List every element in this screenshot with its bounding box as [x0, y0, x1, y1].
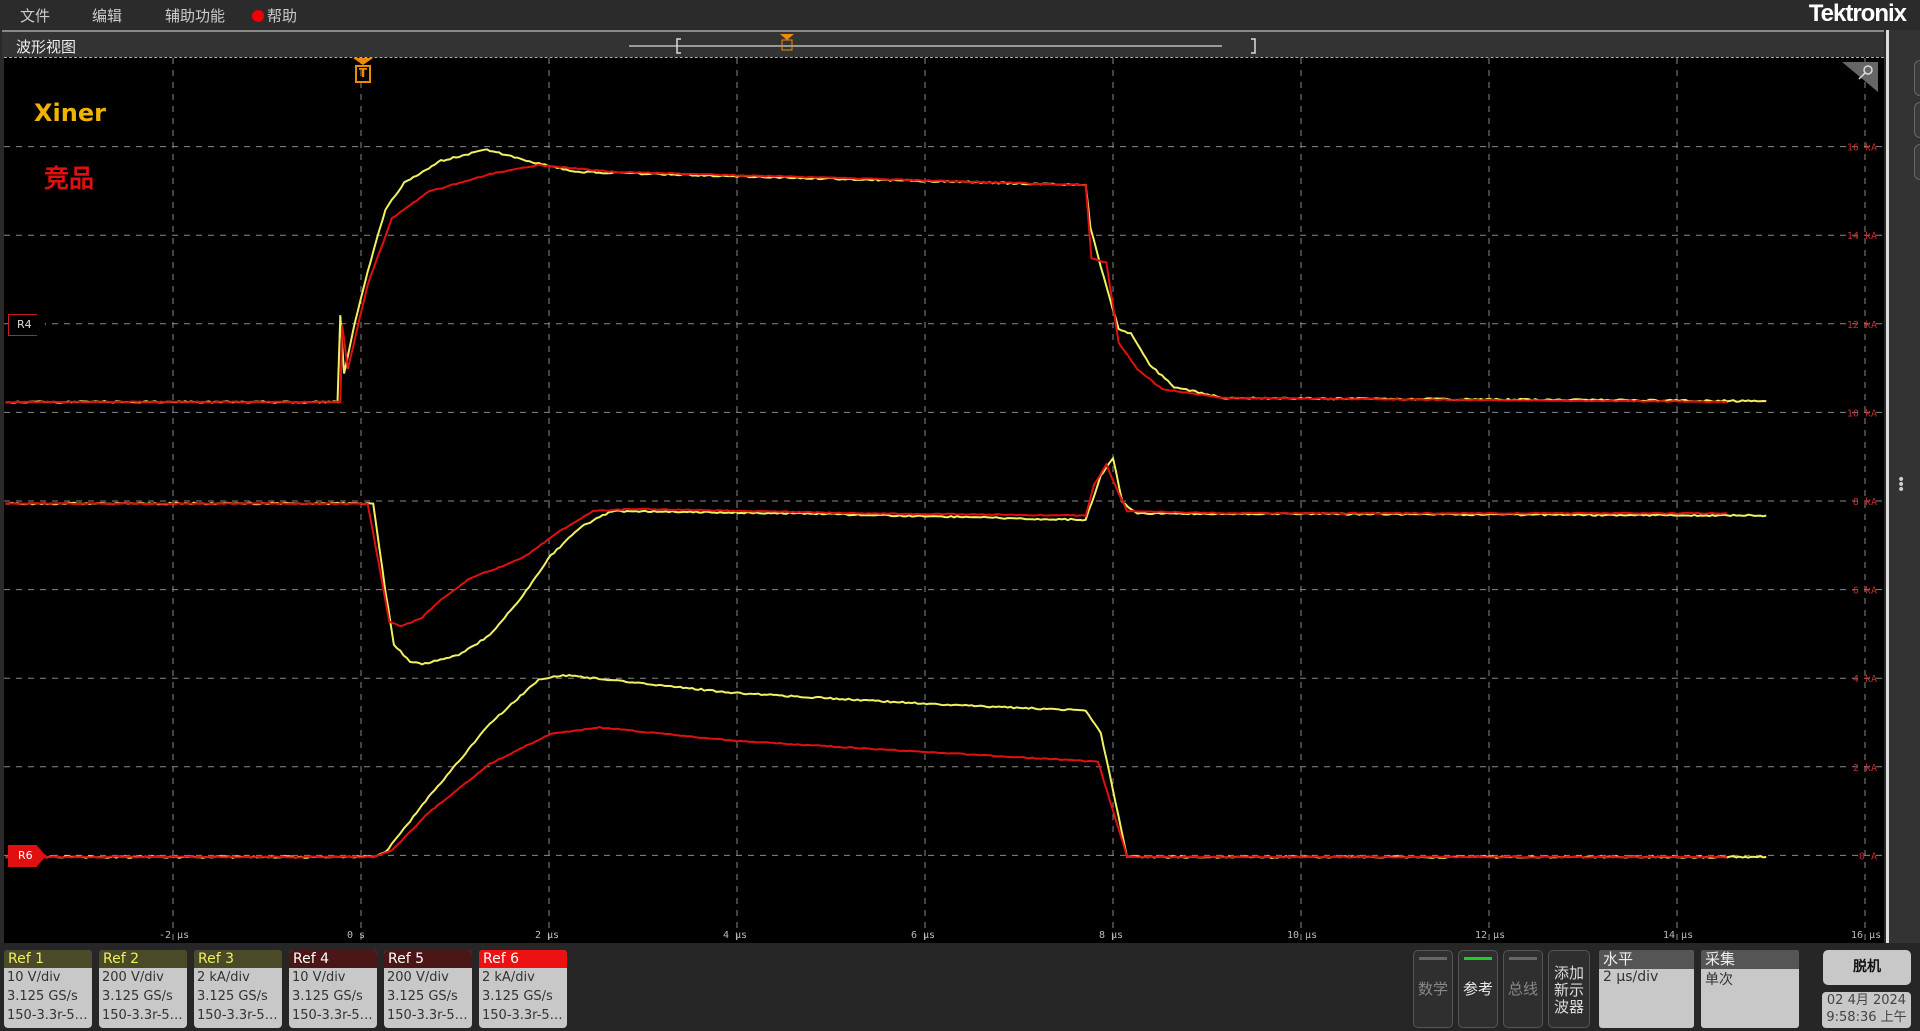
sidebar-handle-icon[interactable]: • • • — [1897, 478, 1905, 493]
ref-source: 150-3.3r-5… — [384, 1006, 472, 1025]
acquire-mode: 单次 — [1701, 969, 1799, 989]
trigger-marker[interactable]: T — [350, 58, 376, 88]
y-tick-label: 0 A — [1859, 851, 1877, 862]
add-scope-button[interactable]: 添加新示波器 — [1548, 950, 1590, 1028]
trace-ref-2 — [6, 458, 1767, 664]
ref-scale: 10 V/div — [289, 968, 377, 987]
y-tick-label: 14 kA — [1847, 231, 1877, 242]
ref-source: 150-3.3r-5… — [4, 1006, 92, 1025]
side-button-2[interactable] — [1914, 102, 1920, 138]
ref-scale: 10 V/div — [4, 968, 92, 987]
waveform-view-header: 波形视图 — [2, 30, 1884, 58]
trace-ref-1 — [6, 149, 1767, 402]
x-tick-label: 14 µs — [1663, 930, 1693, 941]
date: 02 4月 2024 — [1822, 992, 1911, 1009]
ref-scale: 2 kA/div — [479, 968, 567, 987]
label-xiner: Xiner — [34, 99, 106, 127]
settings-bar: Ref 1 10 V/div 3.125 GS/s 150-3.3r-5… Ref… — [0, 943, 1920, 1031]
time: 9:58:36 上午 — [1822, 1009, 1911, 1026]
menu-edit[interactable]: 编辑 — [92, 5, 122, 26]
math-button[interactable]: 数学 — [1413, 950, 1453, 1028]
x-tick-label: 0 s — [347, 930, 365, 941]
y-tick-label: 8 kA — [1853, 497, 1877, 508]
x-tick-label: -2 µs — [159, 930, 189, 941]
menu-utility[interactable]: 辅助功能 — [165, 5, 225, 26]
menu-help-label: 帮助 — [267, 7, 297, 25]
ref-source: 150-3.3r-5… — [479, 1006, 567, 1025]
bus-label: 总线 — [1504, 978, 1542, 999]
trace-ref-4 — [6, 165, 1727, 403]
ref-button[interactable]: 参考 — [1458, 950, 1498, 1028]
bus-button[interactable]: 总线 — [1503, 950, 1543, 1028]
ref-scale: 2 kA/div — [194, 968, 282, 987]
ref-label: 参考 — [1459, 978, 1497, 999]
ref-name: Ref 3 — [194, 950, 282, 968]
ref-source: 150-3.3r-5… — [99, 1006, 187, 1025]
menu-bar: 文件 编辑 辅助功能 帮助 Tektronix — [0, 0, 1920, 28]
trigger-label: T — [359, 66, 367, 80]
record-overview[interactable] — [2, 32, 1884, 60]
ref-sample-rate: 3.125 GS/s — [479, 987, 567, 1006]
y-tick-label: 16 kA — [1847, 143, 1877, 154]
record-dot-icon — [252, 10, 264, 22]
ref-name: Ref 5 — [384, 950, 472, 968]
right-sidebar: • • • — [1886, 30, 1920, 943]
ref-source: 150-3.3r-5… — [289, 1006, 377, 1025]
zoom-corner-icon[interactable] — [1842, 62, 1878, 92]
x-tick-label: 6 µs — [911, 930, 935, 941]
trace-ref-6 — [6, 727, 1727, 857]
ref-name: Ref 2 — [99, 950, 187, 968]
y-tick-label: 12 kA — [1847, 320, 1877, 331]
ref-sample-rate: 3.125 GS/s — [289, 987, 377, 1006]
x-tick-label: 2 µs — [535, 930, 559, 941]
datetime: 02 4月 2024 9:58:36 上午 — [1822, 992, 1911, 1028]
ref-sample-rate: 3.125 GS/s — [4, 987, 92, 1006]
acquire-badge[interactable]: 采集 单次 — [1701, 950, 1799, 1028]
y-tick-label: 10 kA — [1847, 408, 1877, 419]
side-button-3[interactable] — [1914, 144, 1920, 180]
label-competitor: 竞品 — [44, 159, 94, 195]
y-tick-label: 6 kA — [1853, 586, 1877, 597]
y-tick-label: 4 kA — [1853, 674, 1877, 685]
offline-button[interactable]: 脱机 — [1823, 950, 1911, 985]
menu-file[interactable]: 文件 — [20, 5, 50, 26]
ref-scale: 200 V/div — [384, 968, 472, 987]
ref-sample-rate: 3.125 GS/s — [384, 987, 472, 1006]
side-button-1[interactable] — [1914, 60, 1920, 96]
ref-badge-5[interactable]: Ref 5 200 V/div 3.125 GS/s 150-3.3r-5… — [384, 950, 472, 1028]
ref-name: Ref 4 — [289, 950, 377, 968]
y-tick-label: 2 kA — [1853, 763, 1877, 774]
ref-badge-4[interactable]: Ref 4 10 V/div 3.125 GS/s 150-3.3r-5… — [289, 950, 377, 1028]
ref-badge-3[interactable]: Ref 3 2 kA/div 3.125 GS/s 150-3.3r-5… — [194, 950, 282, 1028]
x-tick-label: 4 µs — [723, 930, 747, 941]
ref-badge-6[interactable]: Ref 6 2 kA/div 3.125 GS/s 150-3.3r-5… — [479, 950, 567, 1028]
math-label: 数学 — [1414, 978, 1452, 999]
horizontal-scale: 2 µs/div — [1599, 969, 1694, 985]
tektronix-logo: Tektronix — [1809, 0, 1906, 28]
ref-name: Ref 1 — [4, 950, 92, 968]
x-tick-label: 8 µs — [1099, 930, 1123, 941]
ref-badge-2[interactable]: Ref 2 200 V/div 3.125 GS/s 150-3.3r-5… — [99, 950, 187, 1028]
ref-scale: 200 V/div — [99, 968, 187, 987]
ref-source: 150-3.3r-5… — [194, 1006, 282, 1025]
ref-sample-rate: 3.125 GS/s — [99, 987, 187, 1006]
trigger-position-icon — [780, 34, 794, 40]
trace-ref-5 — [6, 465, 1727, 627]
x-tick-label: 10 µs — [1287, 930, 1317, 941]
waveform-plot[interactable]: -2 µs 0 s 2 µs 4 µs 6 µs 8 µs 10 µs 12 µs 14 µs 1… — [4, 57, 1884, 943]
x-tick-label: 16 µs — [1851, 930, 1881, 941]
ref-name: Ref 6 — [479, 950, 567, 968]
horizontal-title: 水平 — [1599, 950, 1694, 969]
menu-help[interactable]: 帮助 — [252, 5, 297, 26]
add-scope-label: 添加新示波器 — [1553, 965, 1585, 1016]
horizontal-badge[interactable]: 水平 2 µs/div — [1599, 950, 1694, 1028]
acquire-title: 采集 — [1701, 950, 1799, 969]
ref-badge-1[interactable]: Ref 1 10 V/div 3.125 GS/s 150-3.3r-5… — [4, 950, 92, 1028]
x-tick-label: 12 µs — [1475, 930, 1505, 941]
ref-sample-rate: 3.125 GS/s — [194, 987, 282, 1006]
